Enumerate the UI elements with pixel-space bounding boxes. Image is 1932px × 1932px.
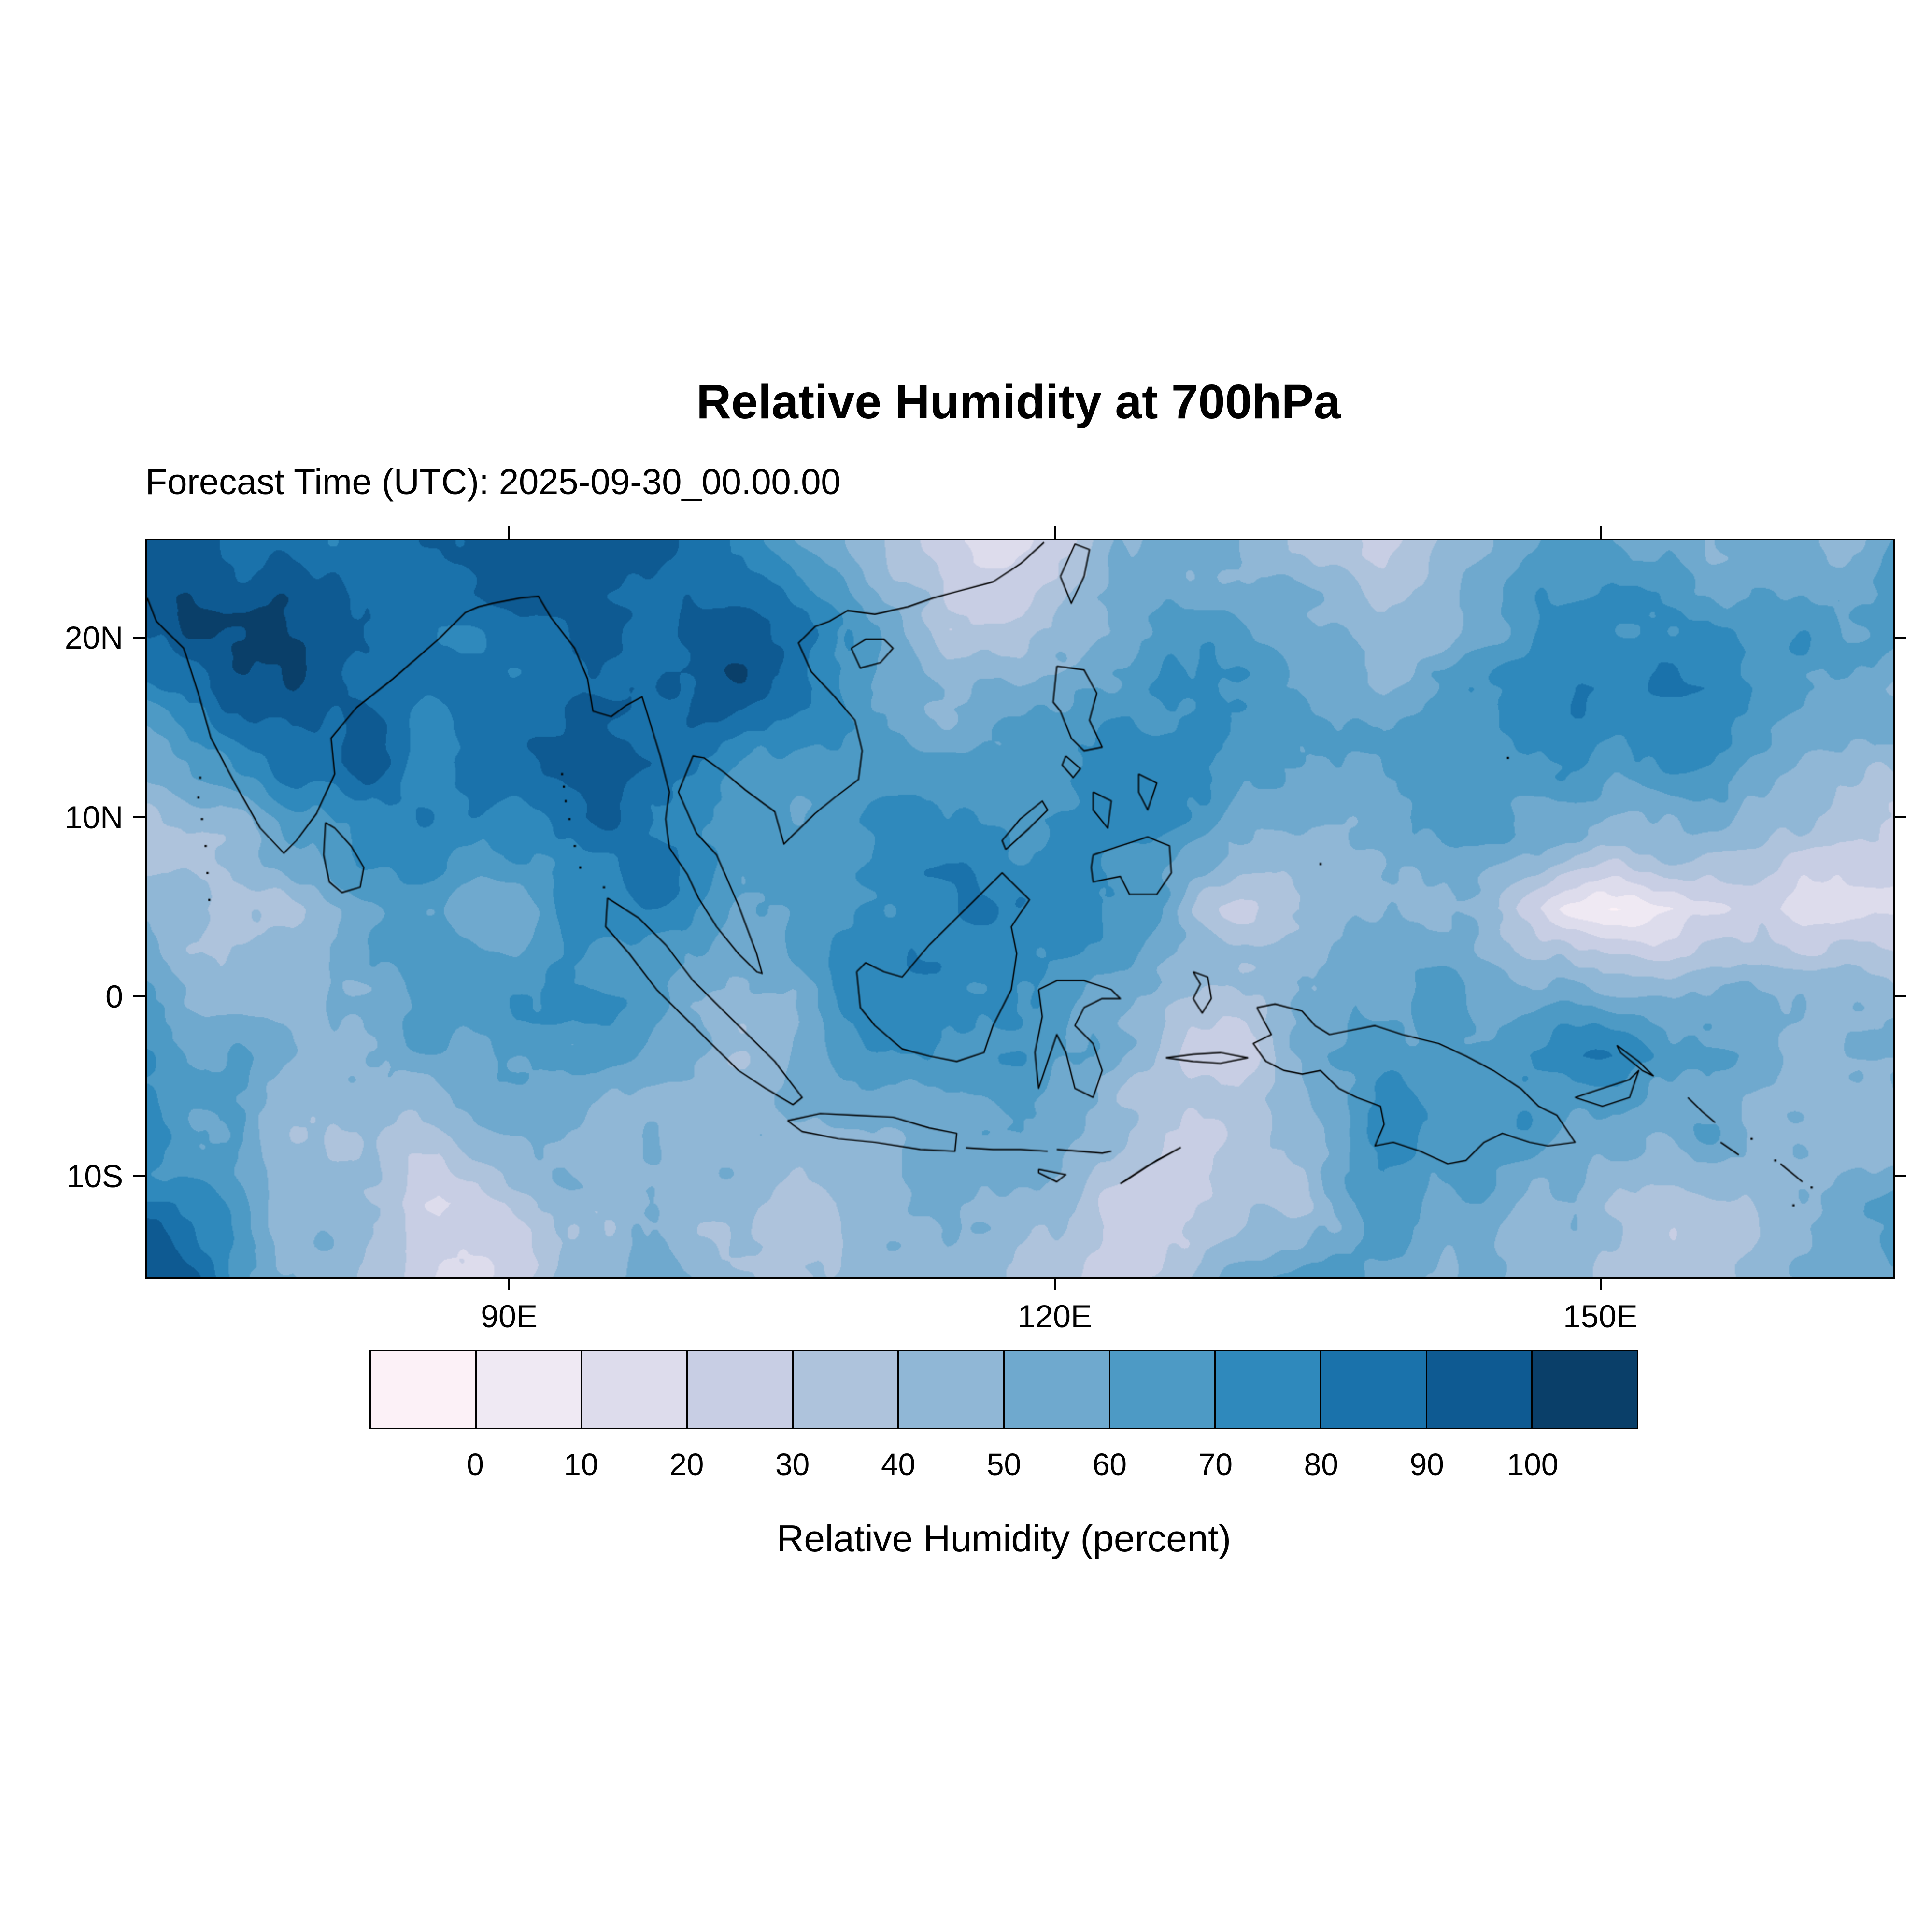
colorbar-cell [369, 1350, 477, 1429]
colorbar-cell [1003, 1350, 1110, 1429]
page-title: Relative Humidity at 700hPa [696, 375, 1341, 429]
colorbar [369, 1350, 1639, 1429]
colorbar-cell [1108, 1350, 1216, 1429]
colorbar-level-label: 40 [881, 1447, 916, 1482]
lat-tick-label: 10N [64, 799, 123, 835]
colorbar-cell [475, 1350, 582, 1429]
lon-tick-mark-top [508, 526, 511, 539]
colorbar-cell [1320, 1350, 1427, 1429]
lat-tick-mark-right [1893, 636, 1906, 639]
lon-tick-mark-bottom [508, 1277, 511, 1290]
colorbar-level-label: 80 [1304, 1447, 1338, 1482]
colorbar-level-label: 10 [564, 1447, 598, 1482]
colorbar-cell [1425, 1350, 1533, 1429]
colorbar-cell [1214, 1350, 1322, 1429]
colorbar-cell [686, 1350, 794, 1429]
lat-tick-label: 20N [64, 619, 123, 655]
colorbar-level-label: 0 [467, 1447, 484, 1482]
humidity-field-canvas [147, 540, 1893, 1277]
colorbar-level-label: 20 [669, 1447, 704, 1482]
lat-tick-mark-left [133, 636, 145, 639]
colorbar-level-label: 90 [1409, 1447, 1444, 1482]
lon-tick-mark-top [1053, 526, 1056, 539]
lon-tick-mark-top [1599, 526, 1602, 539]
lat-tick-mark-right [1893, 1175, 1906, 1178]
lat-tick-label: 0 [105, 979, 123, 1015]
lon-tick-label: 150E [1563, 1298, 1638, 1334]
lat-tick-mark-right [1893, 816, 1906, 818]
forecast-time-label: Forecast Time (UTC): 2025-09-30_00.00.00 [145, 462, 841, 502]
lat-tick-mark-right [1893, 995, 1906, 998]
lon-tick-mark-bottom [1599, 1277, 1602, 1290]
colorbar-level-label: 30 [775, 1447, 810, 1482]
lat-tick-mark-left [133, 995, 145, 998]
colorbar-title: Relative Humidity (percent) [777, 1517, 1231, 1560]
lat-tick-mark-left [133, 1175, 145, 1178]
colorbar-level-label: 100 [1506, 1447, 1559, 1482]
lat-tick-label: 10S [66, 1158, 123, 1194]
map-plot [145, 539, 1895, 1279]
colorbar-cell [792, 1350, 899, 1429]
colorbar-level-label: 60 [1092, 1447, 1127, 1482]
lon-tick-label: 90E [481, 1298, 538, 1334]
lat-tick-mark-left [133, 816, 145, 818]
colorbar-cell [581, 1350, 688, 1429]
colorbar-cell [1531, 1350, 1639, 1429]
colorbar-level-label: 70 [1198, 1447, 1233, 1482]
lon-tick-label: 120E [1017, 1298, 1092, 1334]
colorbar-cell [897, 1350, 1005, 1429]
colorbar-level-label: 50 [986, 1447, 1022, 1482]
lon-tick-mark-bottom [1053, 1277, 1056, 1290]
